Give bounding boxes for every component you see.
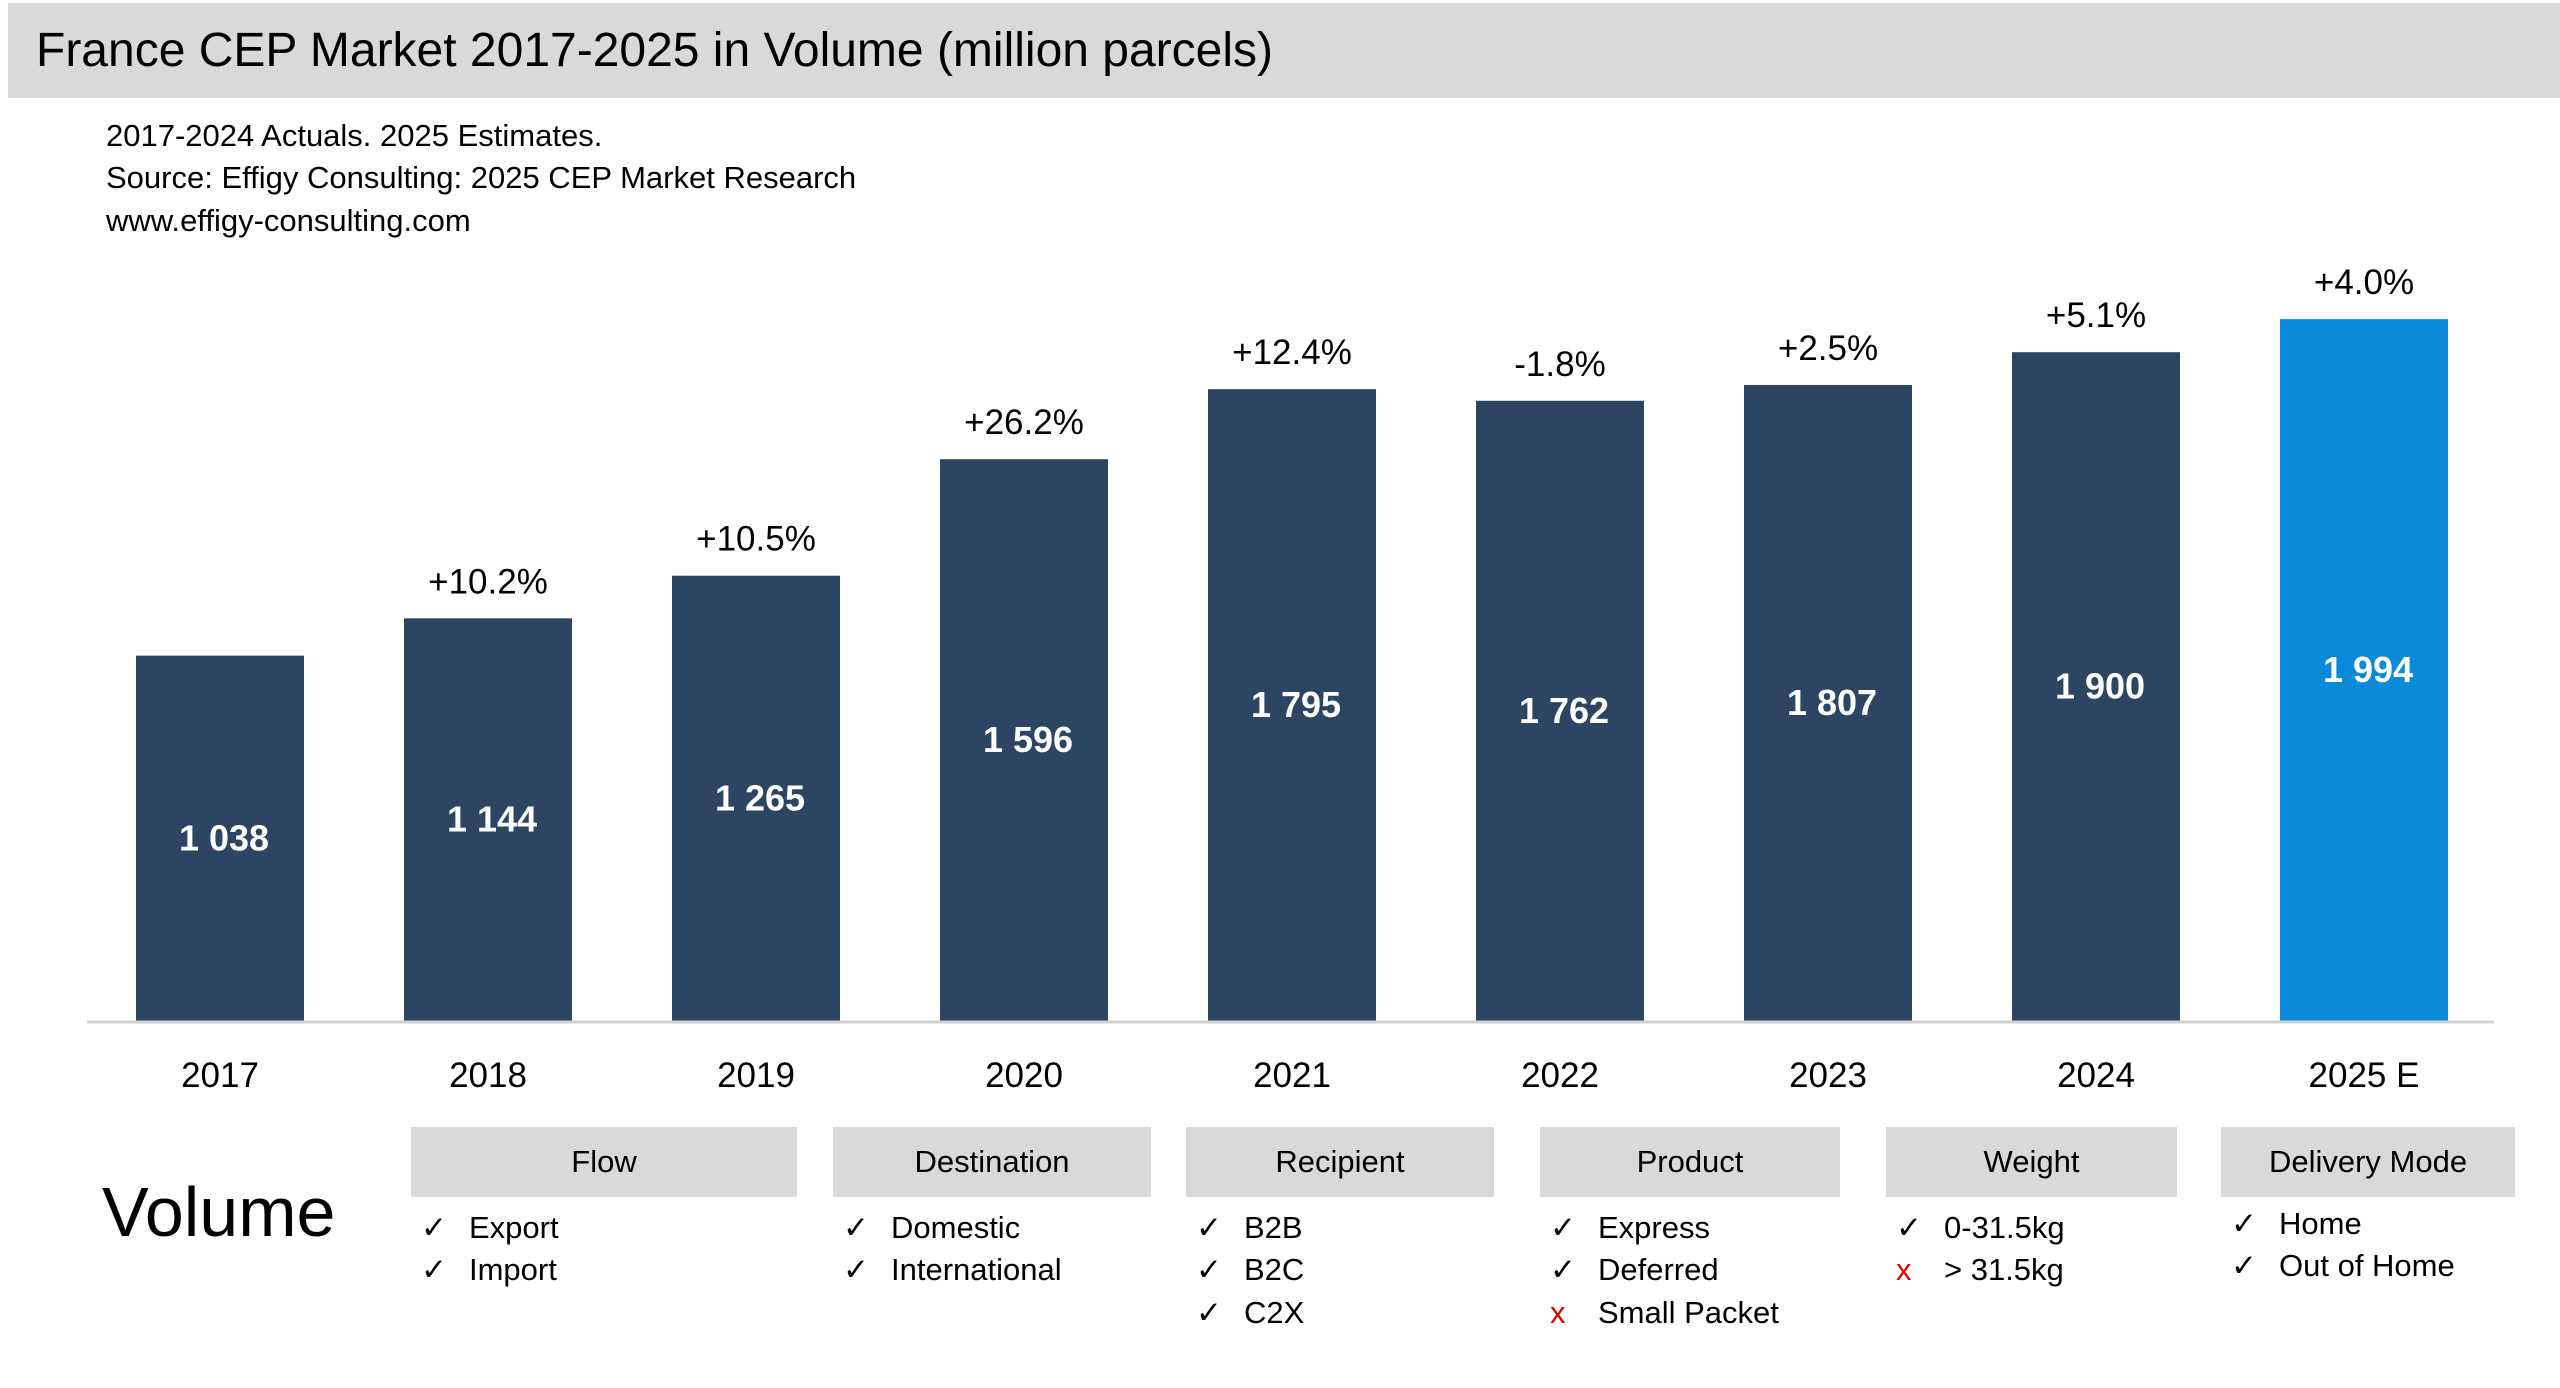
value-label: 1 795 — [1251, 684, 1341, 725]
scope-item: ✓ C2X — [1196, 1295, 1304, 1331]
scope-item-label: Deferred — [1598, 1252, 1719, 1287]
scope-item-label: Import — [469, 1252, 557, 1287]
bar-2022 — [1476, 400, 1644, 1021]
check-icon: ✓ — [421, 1252, 447, 1287]
growth-label: +4.0% — [2314, 263, 2414, 302]
growth-label: -1.8% — [1514, 345, 1605, 384]
scope-item-label: Export — [469, 1210, 559, 1245]
scope-item-label: B2C — [1244, 1252, 1305, 1287]
x-tick-label: 2017 — [181, 1056, 259, 1095]
bar-2025E — [2280, 319, 2448, 1021]
x-tick-label: 2024 — [2057, 1056, 2135, 1095]
bar-2023 — [1744, 384, 1912, 1021]
note-website: www.effigy-consulting.com — [106, 203, 471, 238]
scope-item: ✓ B2B — [1196, 1210, 1303, 1246]
bar-2017 — [136, 655, 304, 1021]
scope-item: ✓ Express — [1550, 1210, 1710, 1246]
scope-item-label: B2B — [1244, 1210, 1303, 1245]
scope-item: ✓ Domestic — [843, 1210, 1020, 1246]
check-icon: ✓ — [1196, 1210, 1222, 1245]
check-icon: ✓ — [2231, 1206, 2257, 1241]
scope-header-product: Product — [1540, 1127, 1840, 1197]
note-actuals: 2017-2024 Actuals. 2025 Estimates. — [106, 118, 603, 153]
bar-chart: 1 038 2017 1 144 +10.2% 2018 1 265 +10.5% 2019 1… — [87, 263, 2494, 1095]
title-bar: France CEP Market 2017-2025 in Volume (m… — [8, 3, 2560, 98]
scope-item-label: 0-31.5kg — [1944, 1210, 2065, 1245]
scope-header-delivery-mode: Delivery Mode — [2221, 1127, 2515, 1197]
x-tick-label: 2020 — [985, 1056, 1063, 1095]
cross-icon: x — [1896, 1252, 1912, 1287]
check-icon: ✓ — [1196, 1295, 1222, 1330]
bar-2024 — [2012, 352, 2180, 1021]
value-label: 1 807 — [1787, 682, 1877, 723]
value-label: 1 994 — [2323, 649, 2413, 690]
scope-item: x Small Packet — [1550, 1295, 1779, 1331]
x-tick-label: 2021 — [1253, 1056, 1331, 1095]
bar-2019 — [672, 575, 840, 1021]
scope-item: ✓ Deferred — [1550, 1252, 1719, 1288]
x-tick-label: 2022 — [1521, 1056, 1599, 1095]
scope-header-weight: Weight — [1886, 1127, 2177, 1197]
bar-2018 — [404, 618, 572, 1021]
check-icon: ✓ — [1550, 1252, 1576, 1287]
value-label: 1 038 — [179, 817, 269, 858]
growth-label: +10.2% — [428, 562, 548, 601]
x-tick-label: 2019 — [717, 1056, 795, 1095]
check-icon: ✓ — [1196, 1252, 1222, 1287]
scope-item: ✓ Import — [421, 1252, 557, 1288]
scope-header-recipient: Recipient — [1186, 1127, 1494, 1197]
scope-item: ✓ Export — [421, 1210, 559, 1246]
scope-item: ✓ International — [843, 1252, 1062, 1288]
bar-2021 — [1208, 389, 1376, 1021]
value-label: 1 265 — [715, 777, 805, 818]
check-icon: ✓ — [2231, 1248, 2257, 1283]
page-title: France CEP Market 2017-2025 in Volume (m… — [36, 24, 1274, 77]
scope-header-destination: Destination — [833, 1127, 1151, 1197]
cross-icon: x — [1550, 1295, 1566, 1330]
scope-item: ✓ Out of Home — [2231, 1248, 2455, 1284]
scope-item: x > 31.5kg — [1896, 1252, 2064, 1288]
growth-label: +26.2% — [964, 403, 1084, 442]
x-tick-label: 2023 — [1789, 1056, 1867, 1095]
check-icon: ✓ — [421, 1210, 447, 1245]
value-label: 1 900 — [2055, 666, 2145, 707]
growth-label: +2.5% — [1778, 329, 1878, 368]
scope-item-label: Domestic — [891, 1210, 1021, 1245]
check-icon: ✓ — [1550, 1210, 1576, 1245]
growth-label: +10.5% — [696, 520, 816, 559]
scope-item-label: Out of Home — [2279, 1248, 2455, 1283]
value-label: 1 596 — [983, 719, 1073, 760]
scope-item: ✓ B2C — [1196, 1252, 1304, 1288]
scope-item: ✓ Home — [2231, 1206, 2362, 1242]
scope-item: ✓ 0-31.5kg — [1896, 1210, 2065, 1246]
scope-item-label: Express — [1598, 1210, 1710, 1245]
scope-label: Volume — [102, 1173, 336, 1251]
growth-label: +12.4% — [1232, 333, 1352, 372]
scope-header-flow: Flow — [411, 1127, 797, 1197]
scope-item-label: Small Packet — [1598, 1295, 1779, 1330]
bar-2020 — [940, 459, 1108, 1021]
check-icon: ✓ — [1896, 1210, 1922, 1245]
scope-item-label: International — [891, 1252, 1062, 1287]
scope-item-label: Home — [2279, 1206, 2362, 1241]
value-label: 1 144 — [447, 799, 537, 840]
x-tick-label: 2025 E — [2309, 1056, 2420, 1095]
check-icon: ✓ — [843, 1210, 869, 1245]
check-icon: ✓ — [843, 1252, 869, 1287]
value-label: 1 762 — [1519, 690, 1609, 731]
x-tick-label: 2018 — [449, 1056, 527, 1095]
note-source: Source: Effigy Consulting: 2025 CEP Mark… — [106, 160, 857, 195]
growth-label: +5.1% — [2046, 296, 2146, 335]
scope-item-label: C2X — [1244, 1295, 1305, 1330]
scope-item-label: > 31.5kg — [1944, 1252, 2064, 1287]
